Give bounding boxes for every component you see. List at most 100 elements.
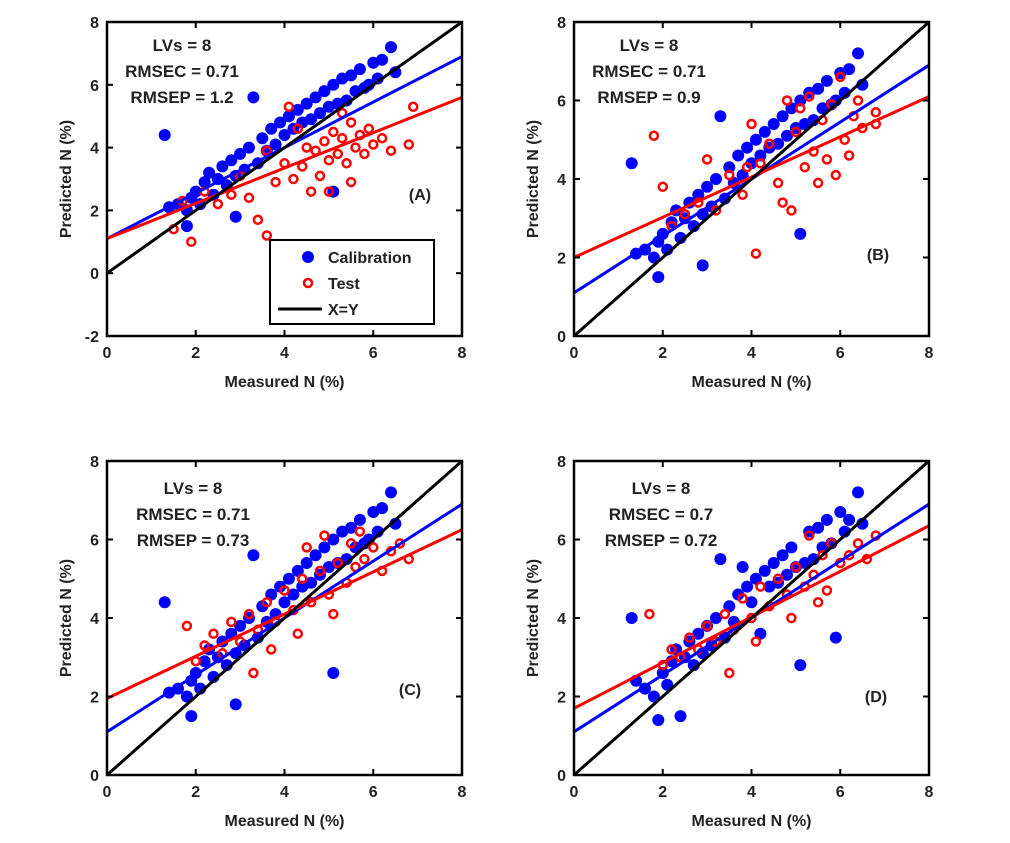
x-tick-label: 0 (570, 345, 579, 362)
calibration-point (754, 149, 767, 162)
test-point (345, 538, 357, 549)
test-point (261, 597, 273, 608)
test-point (345, 176, 357, 188)
test-point (368, 139, 379, 150)
x-tick-label: 2 (658, 345, 667, 362)
x-axis-label: Measured N (%) (224, 813, 344, 830)
calibration-point (305, 576, 318, 589)
calibration-point (794, 94, 807, 107)
calibration-point (745, 596, 758, 609)
test-point (341, 158, 352, 169)
stat-annotation: RMSEC = 0.71 (125, 62, 239, 81)
x-tick-label: 4 (280, 345, 289, 362)
x-tick-label: 2 (658, 784, 667, 801)
calibration-point (300, 97, 313, 110)
calibration-point (829, 631, 842, 644)
x-tick-label: 6 (836, 345, 845, 362)
stat-annotation: RMSEP = 0.9 (597, 88, 700, 107)
test-point (835, 71, 846, 83)
x-axis-label: Measured N (%) (224, 374, 344, 391)
legend-marker-calibration (302, 251, 314, 263)
calibration-point (314, 107, 326, 120)
plot-area (107, 22, 462, 275)
y-tick-label: 6 (90, 533, 99, 550)
test-point (359, 148, 370, 160)
panel-label: (B) (867, 247, 889, 264)
test-point (332, 148, 344, 160)
calibration-point (158, 596, 171, 609)
calibration-point (203, 166, 216, 179)
calibration-point (732, 149, 745, 162)
test-point (345, 117, 357, 128)
test-point (755, 581, 766, 592)
test-point (812, 597, 824, 608)
legend-label: Calibration (328, 250, 412, 267)
legend: Calibration Test X=Y (269, 239, 435, 325)
x-tick-label: 0 (103, 345, 112, 362)
test-point (226, 616, 237, 628)
calibration-point (692, 188, 705, 201)
calibration-point (710, 612, 722, 624)
calibration-point (794, 227, 807, 240)
calibration-point (820, 74, 833, 87)
calibration-point (843, 513, 856, 526)
calibration-point (794, 659, 807, 672)
test-point (288, 173, 299, 185)
test-point (328, 126, 339, 138)
test-point (208, 628, 219, 639)
calibration-point (353, 513, 366, 526)
calibration-point (185, 710, 198, 723)
calibration-point (376, 502, 389, 515)
calibration-point (674, 710, 687, 723)
test-point (812, 177, 824, 189)
test-point (248, 667, 259, 679)
y-tick-label: 8 (90, 454, 99, 471)
calibration-point (180, 220, 193, 233)
test-point (403, 139, 415, 150)
calibration-point (274, 580, 287, 593)
test-point (332, 557, 344, 569)
x-tick-label: 4 (747, 784, 756, 801)
legend-label: X=Y (328, 302, 359, 319)
series-test (181, 526, 415, 679)
calibration-point (269, 138, 282, 151)
test-point (701, 620, 713, 632)
test-point (795, 103, 806, 114)
test-point (181, 620, 193, 632)
identity-line (574, 22, 929, 336)
calibration-point (318, 541, 331, 554)
y-tick-label: 0 (90, 768, 99, 785)
calibration-point (225, 154, 238, 167)
x-tick-label: 2 (191, 784, 200, 801)
test-point (724, 169, 735, 181)
calibration-point (834, 506, 847, 518)
legend-label: Test (328, 276, 360, 293)
x-tick-label: 8 (458, 784, 467, 801)
test-point (777, 197, 788, 208)
test-point (359, 553, 370, 565)
y-tick-label: 2 (90, 690, 99, 707)
test-point (737, 189, 748, 200)
calibration-point (376, 53, 389, 66)
test-point (186, 236, 197, 248)
panel-label: (D) (865, 689, 887, 706)
stat-annotation: RMSEP = 1.2 (130, 88, 233, 107)
test-point (301, 542, 312, 553)
calibration-point (243, 141, 255, 154)
calibration-point (714, 110, 727, 123)
test-point (323, 186, 335, 197)
plot-area (574, 22, 929, 336)
test-point (261, 145, 273, 156)
y-tick-label: 2 (557, 251, 566, 268)
calibration-point (758, 564, 771, 577)
y-tick-label: 2 (557, 690, 566, 707)
x-tick-label: 0 (570, 784, 579, 801)
calibration-point (647, 690, 660, 703)
test-point (292, 628, 304, 639)
x-tick-label: 6 (369, 784, 378, 801)
calibration-point (327, 667, 340, 679)
legend-marker-test (302, 277, 314, 289)
calibration-point (282, 572, 295, 585)
test-point (843, 150, 855, 161)
calibration-point (234, 147, 247, 160)
